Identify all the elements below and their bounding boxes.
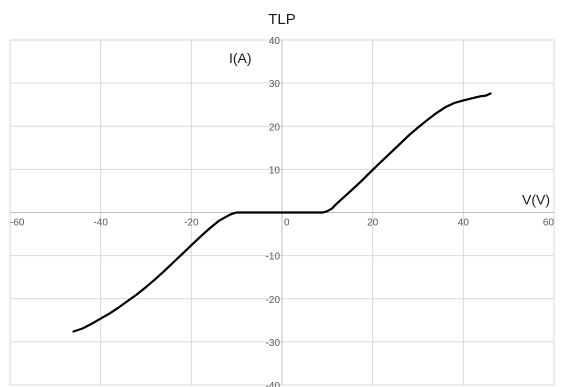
y-axis-label: I(A): [229, 50, 252, 66]
x-tick-label: -40: [93, 218, 108, 229]
series: [72, 92, 492, 333]
x-tick-label: 40: [458, 218, 470, 229]
x-tick-label: 0: [284, 218, 290, 229]
x-tick-label: -20: [184, 218, 199, 229]
series-line: [72, 92, 492, 333]
x-tick-label: 20: [367, 218, 379, 229]
x-tick-label: 60: [543, 218, 555, 229]
tick-labels: -60 -40 -20 0 20 40 60 -40 -30 -20 -10 10 20 30 40: [10, 36, 554, 387]
y-tick-label: 40: [269, 36, 281, 47]
y-tick-label: -10: [266, 252, 281, 263]
chart-title: TLP: [268, 11, 296, 28]
y-tick-label: -40: [266, 381, 281, 387]
x-axis-label: V(V): [522, 192, 550, 208]
y-tick-label: 30: [269, 79, 281, 90]
y-tick-label: 10: [269, 165, 281, 176]
y-tick-label: 20: [269, 122, 281, 133]
y-tick-label: -30: [266, 338, 281, 349]
x-tick-label: -60: [10, 218, 25, 229]
y-tick-label: -20: [266, 295, 281, 306]
